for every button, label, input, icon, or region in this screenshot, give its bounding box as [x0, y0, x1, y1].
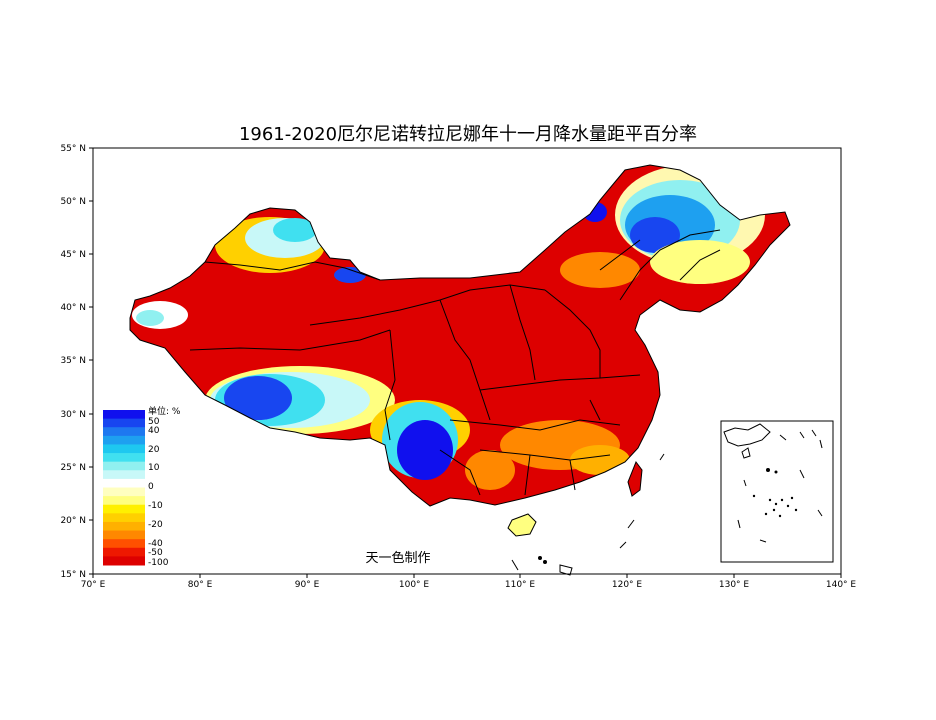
colorbar-swatch	[103, 530, 145, 540]
colorbar-label: 10	[148, 463, 160, 473]
colorbar-swatch	[103, 444, 145, 454]
x-tick-label: 90° E	[295, 580, 320, 590]
colorbar-swatch	[103, 470, 145, 480]
x-tick-label: 130° E	[719, 580, 750, 590]
map-title: 1961-2020厄尔尼诺转拉尼娜年十一月降水量距平百分率	[238, 124, 698, 145]
y-tick-label: 40° N	[60, 303, 86, 313]
colorbar-label: 0	[148, 482, 154, 492]
y-tick-label: 25° N	[60, 463, 86, 473]
colorbar-swatch	[103, 504, 145, 514]
boundaries	[129, 164, 791, 537]
colorbar-unit-label: 单位: %	[148, 405, 181, 417]
colorbar	[103, 410, 145, 566]
colorbar-swatch	[103, 556, 145, 566]
colorbar-swatch	[103, 547, 145, 557]
colorbar-label: -100	[148, 558, 169, 568]
colorbar-label: -40	[148, 539, 163, 549]
y-tick-label: 30° N	[60, 410, 86, 420]
x-tick-label: 110° E	[505, 580, 536, 590]
colorbar-label: 50	[148, 417, 160, 427]
colorbar-swatch	[103, 453, 145, 463]
colorbar-label: -20	[148, 520, 163, 530]
islands	[511, 453, 665, 576]
colorbar-swatch	[103, 513, 145, 523]
colorbar-swatch	[103, 418, 145, 428]
tick-marks	[89, 147, 842, 578]
colorbar-swatch	[103, 539, 145, 549]
colorbar-swatch	[103, 461, 145, 471]
colorbar-swatch	[103, 427, 145, 437]
y-tick-label: 50° N	[60, 197, 86, 207]
credit-text: 天一色制作	[365, 550, 430, 566]
x-tick-label: 70° E	[81, 580, 106, 590]
colorbar-label: 40	[148, 426, 160, 436]
colorbar-label: -50	[148, 548, 163, 558]
x-tick-label: 80° E	[188, 580, 213, 590]
x-tick-label: 120° E	[612, 580, 643, 590]
y-tick-label: 45° N	[60, 250, 86, 260]
y-tick-label: 55° N	[60, 144, 86, 154]
colorbar-swatch	[103, 478, 145, 488]
south-china-sea-inset	[720, 420, 834, 563]
colorbar-swatch	[103, 410, 145, 420]
x-tick-label: 140° E	[826, 580, 857, 590]
colorbar-label: 20	[148, 445, 160, 455]
colorbar-swatch	[103, 521, 145, 532]
colorbar-label: -10	[148, 501, 163, 511]
y-tick-label: 20° N	[60, 516, 86, 526]
colorbar-swatch	[103, 487, 145, 497]
x-tick-label: 100° E	[399, 580, 430, 590]
colorbar-swatch	[103, 435, 145, 445]
y-tick-label: 35° N	[60, 356, 86, 366]
colorbar-swatch	[103, 496, 145, 506]
y-tick-label: 15° N	[60, 570, 86, 580]
